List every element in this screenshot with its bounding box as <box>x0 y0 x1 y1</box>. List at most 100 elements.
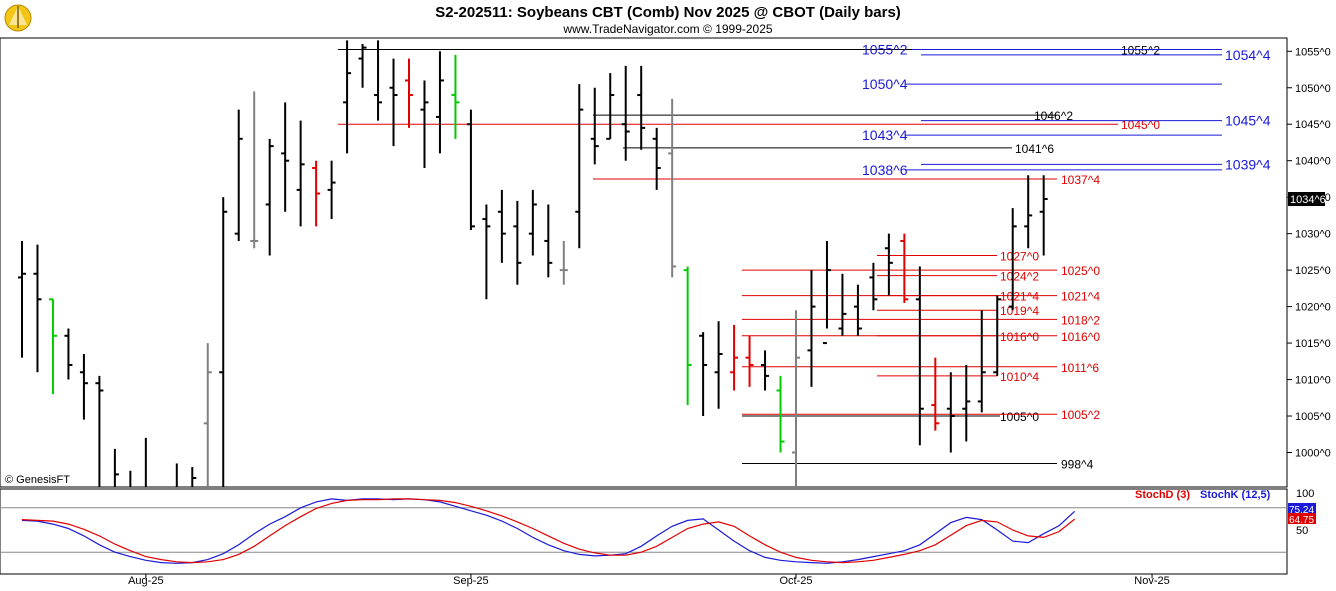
price-axis: 1000^0 1005^0 1010^0 1015^0 1020^0 1025^0 1030… <box>1287 46 1331 460</box>
chart-title: S2-202511: Soybeans CBT (Comb) Nov 2025 … <box>435 4 901 21</box>
level-label: 1025^0 <box>1061 264 1100 278</box>
ohlc-bar <box>559 240 568 285</box>
price-tick-label: 1040^0 <box>1295 156 1331 168</box>
stochastic-value-tag <box>1288 503 1316 514</box>
level-label: 1005^2 <box>1061 408 1100 422</box>
chart-header: S2-202511: Soybeans CBT (Comb) Nov 2025 … <box>435 4 901 36</box>
ohlc-bar <box>776 375 785 453</box>
date-tick-label: Nov-25 <box>1134 575 1169 587</box>
price-tick-label: 1010^0 <box>1295 375 1331 387</box>
level-label: 1019^4 <box>1000 304 1039 318</box>
stochastic-lines: StochD (3) StochK (12,5) <box>0 489 1287 564</box>
ohlc-bar <box>343 40 352 154</box>
ohlc-bar <box>95 375 104 487</box>
ohlc-bar <box>389 58 398 147</box>
level-label: 1010^4 <box>1000 370 1039 384</box>
ohlc-bar <box>482 204 491 300</box>
level-label: 1027^0 <box>1000 250 1039 264</box>
ohlc-bar <box>64 328 73 380</box>
ohlc-bar <box>838 273 847 336</box>
ohlc-bar <box>590 87 599 165</box>
stochastic-tick-label: 100 <box>1296 488 1314 500</box>
ohlc-bar <box>48 298 57 395</box>
level-label: 1039^4 <box>1225 156 1271 172</box>
level-label: 1024^2 <box>1000 270 1039 284</box>
price-tick-label: 1005^0 <box>1295 411 1331 423</box>
ohlc-bar <box>265 138 274 256</box>
stochastic-tick-label: 50 <box>1296 525 1308 537</box>
ohlc-bar <box>853 284 862 336</box>
price-panel <box>0 37 1288 488</box>
level-label: 1046^2 <box>1034 109 1073 123</box>
date-tick-label: Sep-25 <box>453 575 488 587</box>
level-label: 1018^2 <box>1061 313 1100 327</box>
ohlc-bar <box>884 233 893 296</box>
ohlc-bar <box>219 197 228 487</box>
ohlc-bar <box>761 350 770 391</box>
ohlc-bar <box>129 470 132 487</box>
stochastic-series-line <box>21 498 1076 564</box>
trade-navigator-logo-icon <box>4 4 32 32</box>
date-tick-label: Aug-25 <box>128 575 163 587</box>
level-label: 1037^4 <box>1061 173 1100 187</box>
level-label: 1038^6 <box>862 162 908 178</box>
ohlc-bar <box>405 58 413 128</box>
ohlc-bar <box>900 233 909 303</box>
ohlc-bar <box>792 310 800 487</box>
ohlc-bar <box>822 240 831 345</box>
ohlc-bar <box>544 204 553 278</box>
ohlc-bar <box>668 98 677 278</box>
level-label: 998^4 <box>1061 457 1094 471</box>
ohlc-bar <box>144 437 147 487</box>
level-label: 1055^2 <box>1121 43 1160 57</box>
date-tick-label: Oct-25 <box>779 575 812 587</box>
ohlc-bar <box>420 80 429 168</box>
level-label: 1016^0 <box>1061 330 1100 344</box>
price-tick-label: 1000^0 <box>1295 448 1331 460</box>
ohlc-bar <box>730 324 739 391</box>
ohlc-bar <box>1024 175 1033 249</box>
ohlc-bar <box>528 189 537 256</box>
level-label: 1055^2 <box>862 41 908 57</box>
ohlc-bar <box>977 310 986 413</box>
ohlc-bar <box>807 270 816 387</box>
price-tick-label: 1045^0 <box>1295 119 1331 131</box>
stochastic-legend-label: StochD (3) <box>1135 489 1190 501</box>
ohlc-bars <box>18 40 1048 487</box>
ohlc-bar <box>327 160 336 220</box>
ohlc-bar <box>175 463 178 487</box>
stochastic-value-label: 64.75 <box>1289 515 1314 526</box>
ohlc-bar <box>931 357 940 431</box>
last-price-label: 1034^6 <box>1290 194 1326 206</box>
ohlc-bar <box>915 266 924 446</box>
ohlc-bar <box>191 467 197 487</box>
last-price-tag <box>1288 191 1325 206</box>
level-label: 1050^4 <box>862 76 908 92</box>
price-tick-label: 1015^0 <box>1295 338 1331 350</box>
ohlc-bar <box>1039 175 1048 256</box>
ohlc-bar <box>1008 208 1017 311</box>
level-label: 1021^4 <box>1061 290 1100 304</box>
level-label: 1005^0 <box>1000 410 1039 424</box>
level-label: 1011^6 <box>1061 361 1099 375</box>
ohlc-bar <box>234 109 243 241</box>
ohlc-bar <box>962 364 971 442</box>
ohlc-bar <box>466 109 475 231</box>
ohlc-bar <box>946 372 955 453</box>
level-lines: 1055^2 1055^2 1054^4 1050^4 1046^2 1045^0 1045… <box>338 41 1271 471</box>
level-label: 1016^0 <box>1000 330 1039 344</box>
ohlc-bar <box>451 54 460 139</box>
ohlc-bar <box>435 51 444 154</box>
chart-subtitle: www.TradeNavigator.com © 1999-2025 <box>562 22 772 36</box>
ohlc-bar <box>33 244 42 373</box>
price-tick-label: 1050^0 <box>1295 83 1331 95</box>
ohlc-bar <box>869 262 878 311</box>
stochastic-legend-label: StochK (12,5) <box>1200 489 1271 501</box>
stochastic-value-label: 75.24 <box>1289 505 1314 516</box>
ohlc-bar <box>621 65 630 161</box>
level-label: 1045^0 <box>1121 118 1160 132</box>
ohlc-bar <box>575 84 584 249</box>
date-axis: Aug-25 Sep-25 Oct-25 Nov-25 <box>128 574 1170 587</box>
